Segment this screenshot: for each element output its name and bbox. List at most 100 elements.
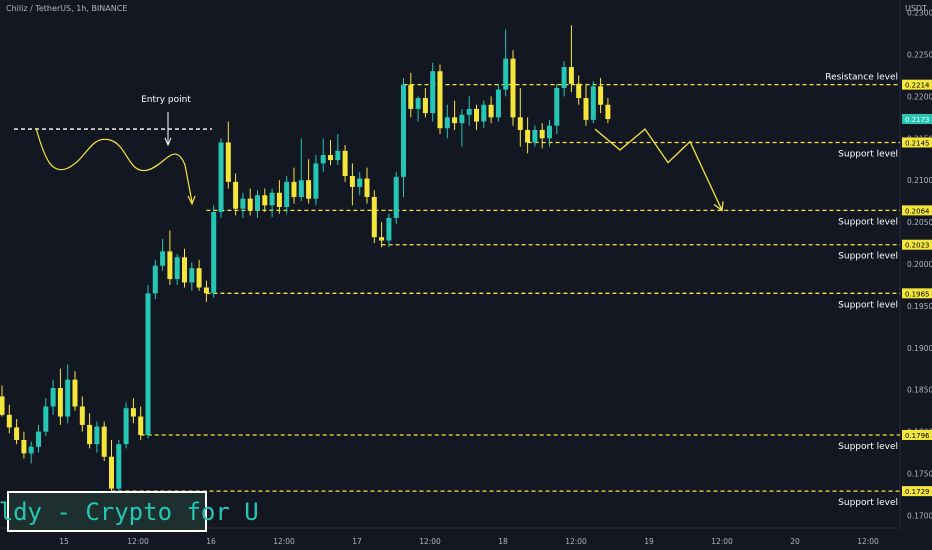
candle-body — [94, 426, 100, 445]
level-price-label: 0.1965 — [905, 290, 930, 298]
candle-body — [57, 388, 63, 417]
level-name-label: Support level — [838, 149, 898, 159]
candle-body — [182, 257, 187, 283]
candle-body — [138, 416, 144, 435]
entry-point-label: Entry point — [141, 95, 191, 105]
candle-body — [43, 406, 49, 432]
candle-body — [452, 117, 458, 124]
level-price-label: 0.2023 — [905, 242, 930, 250]
candle-body — [386, 217, 392, 241]
candle-body — [481, 104, 487, 122]
watermark-text: Solldy - Crypto for U — [0, 497, 259, 526]
projection-path — [594, 128, 723, 211]
candle-body — [28, 446, 34, 454]
level-name-label: Support level — [838, 252, 898, 262]
entry-pointer-arrowhead — [164, 137, 172, 147]
candle-body — [160, 251, 166, 266]
y-tick-label: 0.1950 — [907, 302, 932, 311]
candle-body — [539, 129, 545, 139]
x-tick-label: 15 — [59, 537, 69, 546]
level-price-label: 0.1796 — [905, 432, 930, 440]
entry-wave-path — [35, 127, 193, 203]
level-name-label: Support level — [838, 300, 898, 310]
x-tick-label: 12:00 — [711, 537, 733, 546]
candle-body — [247, 198, 253, 211]
candle-body — [152, 265, 158, 294]
x-tick-label: 20 — [790, 537, 800, 546]
candle-body — [415, 98, 421, 109]
candle-body — [401, 84, 406, 177]
candle-body — [109, 456, 114, 489]
level-price-label: 0.2064 — [905, 207, 930, 215]
candle-body — [0, 396, 5, 415]
candle-body — [225, 142, 231, 182]
candle-body — [284, 181, 290, 208]
candle-body — [430, 71, 436, 114]
candle-body — [298, 180, 304, 197]
candle-body — [503, 58, 509, 90]
candle-body — [262, 195, 268, 206]
level-price-label: 0.1729 — [905, 488, 930, 496]
candle-body — [36, 431, 41, 447]
y-tick-label: 0.2000 — [907, 260, 932, 269]
candle-body — [14, 427, 20, 440]
candle-body — [547, 125, 552, 139]
candle-body — [313, 163, 319, 199]
levels: 0.2214 Resistance level 0.2145 Support leve… — [111, 73, 932, 508]
candle-body — [276, 192, 282, 208]
candle-body — [393, 176, 399, 218]
candle-body — [576, 83, 582, 99]
candle-body — [583, 98, 589, 120]
x-tick-label: 19 — [644, 537, 654, 546]
candle-body — [65, 379, 71, 417]
level-price-label: 0.2214 — [905, 82, 930, 90]
candle-body — [364, 178, 370, 197]
candles — [0, 25, 611, 503]
candle-body — [466, 108, 472, 115]
x-axis-ticks: 15 12:00 16 12:00 17 12:00 18 12:00 19 12:00 20 12:… — [59, 537, 879, 546]
candle-body — [568, 67, 574, 84]
candle-body — [590, 86, 596, 120]
x-tick-label: 12:00 — [857, 537, 879, 546]
x-tick-label: 17 — [352, 537, 362, 546]
level-price-badge — [902, 137, 932, 148]
entry-wave-arrowhead — [187, 195, 196, 206]
candle-body — [517, 117, 523, 130]
y-tick-label: 0.1900 — [907, 344, 932, 353]
entry-annotation: Entry point — [14, 95, 724, 212]
candle-body — [116, 444, 122, 489]
candle-body — [320, 155, 326, 164]
candle-body — [306, 180, 312, 199]
watermark-box: Solldy - Crypto for U — [0, 491, 259, 532]
x-tick-label: 18 — [498, 537, 508, 546]
y-tick-label: 0.1750 — [907, 470, 932, 479]
candle-body — [269, 192, 275, 206]
candle-body — [87, 424, 93, 445]
candle-body — [167, 251, 173, 280]
x-tick-label: 16 — [206, 537, 216, 546]
candle-body — [233, 181, 239, 209]
candle-body — [525, 129, 531, 143]
candle-body — [130, 408, 136, 417]
candle-body — [532, 129, 538, 143]
x-tick-label: 12:00 — [127, 537, 149, 546]
level-name-label: Support level — [838, 498, 898, 508]
candle-body — [50, 388, 56, 407]
level-price-badge — [902, 288, 932, 299]
candle-body — [79, 406, 85, 425]
candle-body — [189, 268, 195, 283]
level-price-badge — [902, 486, 932, 497]
candle-body — [174, 257, 180, 280]
level-price-label: 0.2145 — [905, 139, 930, 147]
candle-body — [349, 176, 355, 187]
level-price-badge — [902, 239, 932, 250]
candle-body — [422, 98, 428, 114]
level-name-label: Resistance level — [825, 73, 898, 83]
candle-body — [101, 426, 107, 457]
y-tick-label: 0.1850 — [907, 386, 932, 395]
candle-body — [357, 178, 363, 187]
candle-body — [291, 181, 297, 197]
candle-body — [598, 86, 604, 105]
y-tick-label: 0.2200 — [907, 92, 932, 101]
